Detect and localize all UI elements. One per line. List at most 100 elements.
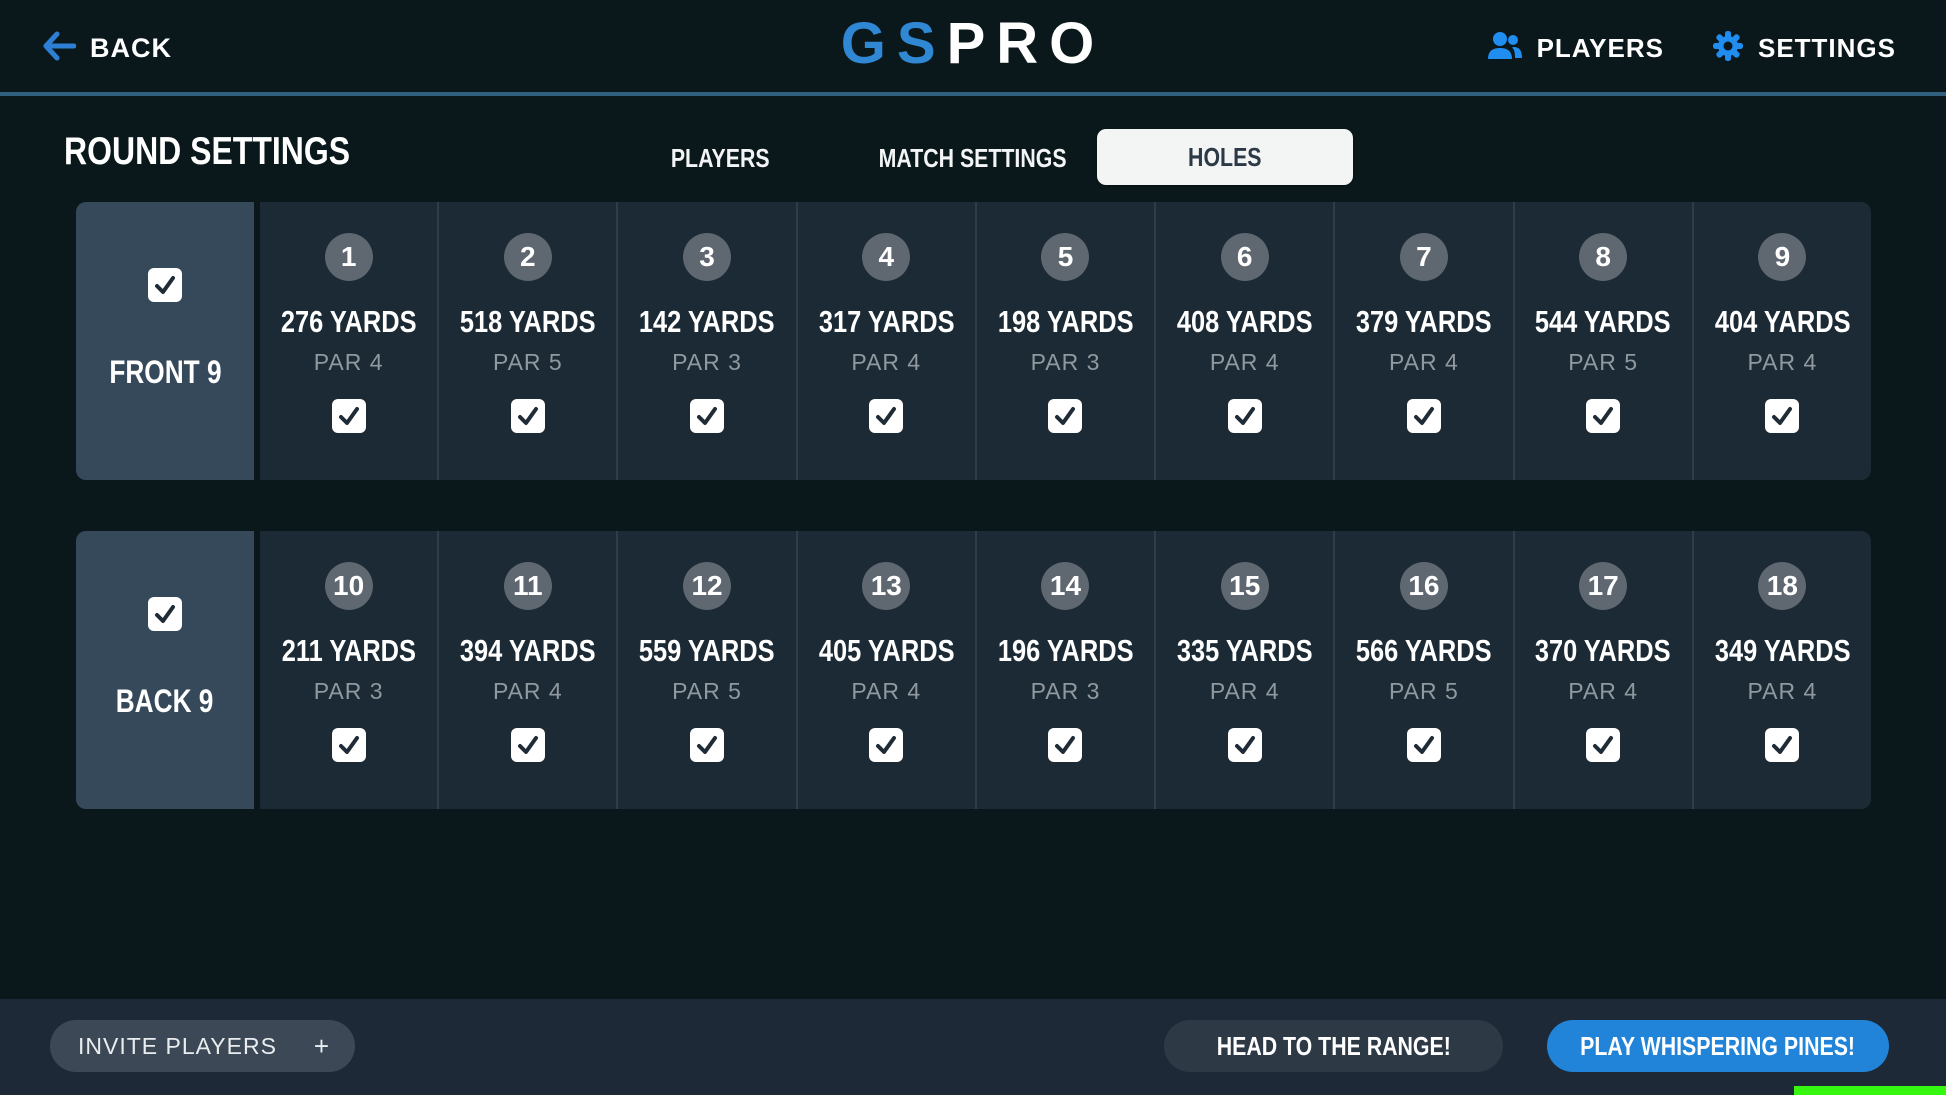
hole-checkbox[interactable]	[1765, 399, 1800, 433]
hole-number-badge: 15	[1220, 562, 1269, 610]
hole-yards: 404 YARDS	[1714, 304, 1851, 339]
hole-number-badge: 6	[1220, 233, 1269, 281]
checkmark-icon	[697, 407, 718, 425]
back-arrow-icon	[42, 31, 77, 66]
hole-cell: 5 198 YARDS PAR 3	[974, 202, 1154, 480]
hole-yards: 379 YARDS	[1356, 304, 1492, 339]
head-to-range-button[interactable]: HEAD TO THE RANGE!	[1164, 1020, 1503, 1072]
hole-yards: 317 YARDS	[818, 304, 955, 339]
settings-nav-button[interactable]: SETTINGS	[1712, 30, 1896, 67]
hole-cell: 14 196 YARDS PAR 3	[974, 531, 1154, 809]
hole-number-badge: 18	[1758, 562, 1807, 610]
checkmark-icon	[1413, 407, 1434, 425]
hole-yards: 335 YARDS	[1176, 633, 1313, 668]
hole-number-badge: 14	[1041, 562, 1090, 610]
checkmark-icon	[1413, 736, 1434, 754]
hole-number-badge: 2	[503, 233, 552, 281]
hole-number-badge: 4	[862, 233, 911, 281]
section-label-cell: BACK 9	[76, 531, 254, 809]
players-nav-button[interactable]: PLAYERS	[1487, 31, 1664, 66]
hole-cell: 4 317 YARDS PAR 4	[795, 202, 975, 480]
hole-cell: 7 379 YARDS PAR 4	[1333, 202, 1512, 480]
hole-checkbox[interactable]	[1586, 728, 1621, 762]
page-title: ROUND SETTINGS	[64, 130, 351, 173]
tab-match-settings[interactable]: MATCH SETTINGS	[879, 142, 1067, 173]
hole-number-badge: 10	[324, 562, 373, 610]
hole-yards: 394 YARDS	[459, 633, 596, 668]
hole-checkbox[interactable]	[1586, 399, 1621, 433]
checkmark-icon	[338, 736, 359, 754]
hole-par: PAR 3	[672, 349, 742, 375]
hole-par: PAR 4	[1747, 349, 1818, 375]
hole-number-badge: 16	[1399, 562, 1448, 610]
checkmark-icon	[1772, 407, 1793, 425]
invite-players-button[interactable]: INVITE PLAYERS +	[50, 1020, 355, 1072]
hole-checkbox[interactable]	[1406, 399, 1441, 433]
plus-icon: +	[313, 1030, 329, 1061]
hole-par: PAR 5	[492, 349, 563, 375]
section-checkbox[interactable]	[148, 268, 182, 302]
hole-par: PAR 4	[851, 349, 922, 375]
tab-players[interactable]: PLAYERS	[670, 142, 770, 173]
checkmark-icon	[876, 407, 897, 425]
gspro-logo: GSPRO	[841, 10, 1106, 77]
logo-text-white: PRO	[946, 10, 1106, 76]
hole-checkbox[interactable]	[1048, 399, 1083, 433]
hole-number-badge: 13	[862, 562, 911, 610]
hole-cell: 1 276 YARDS PAR 4	[254, 202, 437, 480]
hole-yards: 349 YARDS	[1714, 633, 1851, 668]
checkmark-icon	[517, 407, 538, 425]
hole-checkbox[interactable]	[690, 399, 725, 433]
back-nine-panel: BACK 9 10 211 YARDS PAR 3 11 394 YARDS PAR 4 12…	[76, 531, 1871, 809]
back-button[interactable]: BACK	[42, 0, 172, 96]
hole-cell: 9 404 YARDS PAR 4	[1691, 202, 1871, 480]
hole-checkbox[interactable]	[1227, 399, 1262, 433]
hole-par: PAR 4	[1747, 678, 1818, 704]
hole-number-badge: 9	[1758, 233, 1807, 281]
hole-cell: 15 335 YARDS PAR 4	[1154, 531, 1333, 809]
hole-checkbox[interactable]	[1048, 728, 1083, 762]
hole-number-badge: 8	[1579, 233, 1628, 281]
checkmark-icon	[1593, 736, 1614, 754]
hole-cell: 10 211 YARDS PAR 3	[254, 531, 437, 809]
invite-players-label: INVITE PLAYERS	[78, 1032, 277, 1059]
hole-number-badge: 11	[503, 562, 552, 610]
hole-number-badge: 17	[1579, 562, 1628, 610]
top-nav-right: PLAYERS SETTINGS	[1487, 0, 1896, 96]
checkmark-icon	[155, 276, 175, 294]
play-course-button[interactable]: PLAY WHISPERING PINES!	[1547, 1020, 1889, 1072]
hole-yards: 211 YARDS	[281, 633, 416, 668]
hole-par: PAR 3	[313, 678, 384, 704]
hole-par: PAR 3	[1030, 678, 1101, 704]
section-checkbox[interactable]	[148, 597, 182, 631]
tab-holes[interactable]: HOLES	[1097, 129, 1353, 185]
hole-number-badge: 1	[324, 233, 373, 281]
checkmark-icon	[517, 736, 538, 754]
hole-checkbox[interactable]	[1227, 728, 1262, 762]
hole-checkbox[interactable]	[1765, 728, 1800, 762]
hole-number-badge: 7	[1399, 233, 1448, 281]
hole-par: PAR 5	[672, 678, 742, 704]
hole-yards: 196 YARDS	[997, 633, 1134, 668]
players-icon	[1487, 31, 1523, 66]
hole-checkbox[interactable]	[690, 728, 725, 762]
checkmark-icon	[1234, 736, 1255, 754]
hole-par: PAR 3	[1030, 349, 1101, 375]
hole-cell: 17 370 YARDS PAR 4	[1512, 531, 1692, 809]
hole-checkbox[interactable]	[869, 728, 904, 762]
hole-checkbox[interactable]	[869, 399, 904, 433]
hole-number-badge: 5	[1041, 233, 1090, 281]
hole-checkbox[interactable]	[510, 399, 545, 433]
checkmark-icon	[1055, 736, 1076, 754]
section-label-cell: FRONT 9	[76, 202, 254, 480]
settings-nav-label: SETTINGS	[1757, 32, 1896, 63]
hole-checkbox[interactable]	[510, 728, 545, 762]
hole-yards: 566 YARDS	[1356, 633, 1492, 668]
hole-yards: 370 YARDS	[1535, 633, 1671, 668]
hole-checkbox[interactable]	[331, 399, 366, 433]
hole-checkbox[interactable]	[1406, 728, 1441, 762]
section-label: FRONT 9	[108, 354, 222, 390]
gear-icon	[1712, 30, 1744, 67]
hole-yards: 408 YARDS	[1176, 304, 1313, 339]
hole-checkbox[interactable]	[331, 728, 366, 762]
